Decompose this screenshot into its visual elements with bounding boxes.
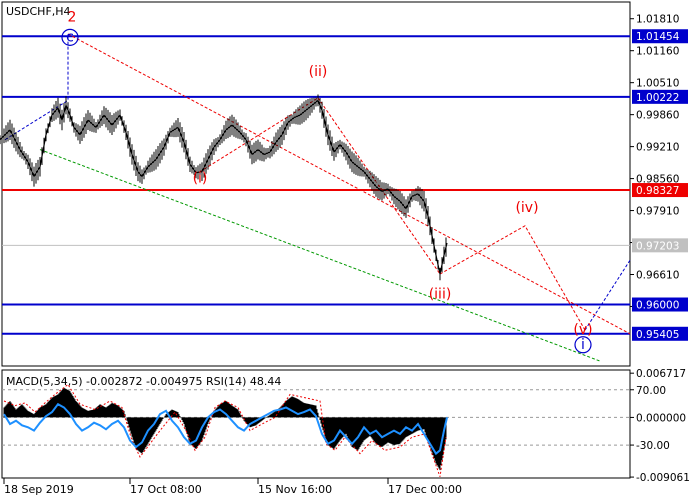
- level-label-bg: [632, 297, 688, 312]
- price-panel-title: USDCHF,H4: [6, 5, 71, 18]
- price-tick-label: 0.97910: [636, 206, 679, 218]
- wave-label: (ii): [309, 64, 328, 80]
- indicator-tick-label: 0.006717: [636, 368, 686, 380]
- time-tick-label: 17 Dec 00:00: [388, 483, 462, 496]
- channel-line-ii-iii: [317, 97, 441, 275]
- wave-path: [584, 259, 631, 331]
- level-label: 1.00222: [636, 92, 679, 104]
- wave-label-circle: [574, 336, 592, 354]
- price-panel-frame: [1, 1, 631, 367]
- wave-label: (iv): [515, 200, 538, 216]
- indicator-panel: MACD(5,34,5) -0.002872 -0.004975 RSI(14)…: [1, 368, 690, 484]
- indicator-tick-label: -0.009061: [636, 472, 690, 484]
- level-label: 0.98327: [636, 185, 679, 197]
- price-tick-label: 0.96610: [636, 270, 679, 282]
- wave-label: (i): [193, 171, 208, 187]
- time-tick-label: 18 Sep 2019: [4, 483, 74, 496]
- channel-line-upper: [67, 33, 631, 335]
- rsi-line: [3, 402, 448, 456]
- current-price-label: 0.97203: [636, 240, 679, 252]
- level-label: 0.95405: [636, 329, 679, 341]
- indicator-panel-frame: [1, 369, 631, 479]
- price-tick-label: 0.99210: [636, 142, 679, 154]
- indicator-tick-label: -30.00: [636, 440, 670, 452]
- wave-label: i: [581, 337, 585, 353]
- wave-label: c: [66, 29, 74, 45]
- level-label: 1.01454: [636, 31, 680, 43]
- price-tick-label: 1.00510: [636, 78, 679, 90]
- wave-label-circle: [61, 28, 79, 46]
- time-tick-label: 15 Nov 16:00: [258, 483, 332, 496]
- level-label-bg: [632, 183, 688, 198]
- level-label-bg: [632, 326, 688, 341]
- indicator-tick-label: 70.00: [636, 385, 666, 397]
- level-label-bg: [632, 89, 688, 104]
- level-label-bg: [632, 29, 688, 44]
- price-tick-label: 0.99860: [636, 110, 679, 122]
- time-axis: 18 Sep 2019 17 Oct 08:00 15 Nov 16:00 17 De…: [3, 478, 462, 496]
- level-label: 0.96000: [636, 300, 679, 312]
- price-tick-label: 1.01160: [636, 46, 679, 58]
- wave-path: [439, 225, 586, 331]
- indicator-tick-label: 0.000000: [636, 412, 686, 424]
- price-tick-label: 0.98560: [636, 174, 679, 186]
- wave-label: (iii): [429, 287, 452, 303]
- time-tick-label: 17 Oct 08:00: [130, 483, 202, 496]
- price-tick-label: 1.01810: [636, 14, 679, 26]
- price-axis: 1.01810 1.01160 1.00510 0.99860 0.99210 0.985…: [630, 14, 688, 341]
- wave-label: (v): [573, 322, 592, 338]
- current-price-label-bg: [632, 238, 688, 253]
- wave-label: 2: [68, 10, 77, 26]
- indicator-panel-title: MACD(5,34,5) -0.002872 -0.004975 RSI(14)…: [6, 375, 281, 388]
- price-panel: USDCHF,H4 2 c (ii) (i) (iv) (iii) (v)i 1.01810…: [0, 1, 688, 367]
- indicator-layers: [2, 383, 630, 477]
- price-layers: 2 c (ii) (i) (iv) (iii) (v)i: [0, 10, 631, 362]
- indicator-axis: 0.006717 70.00 0.000000 -30.00 -0.009061: [630, 368, 690, 484]
